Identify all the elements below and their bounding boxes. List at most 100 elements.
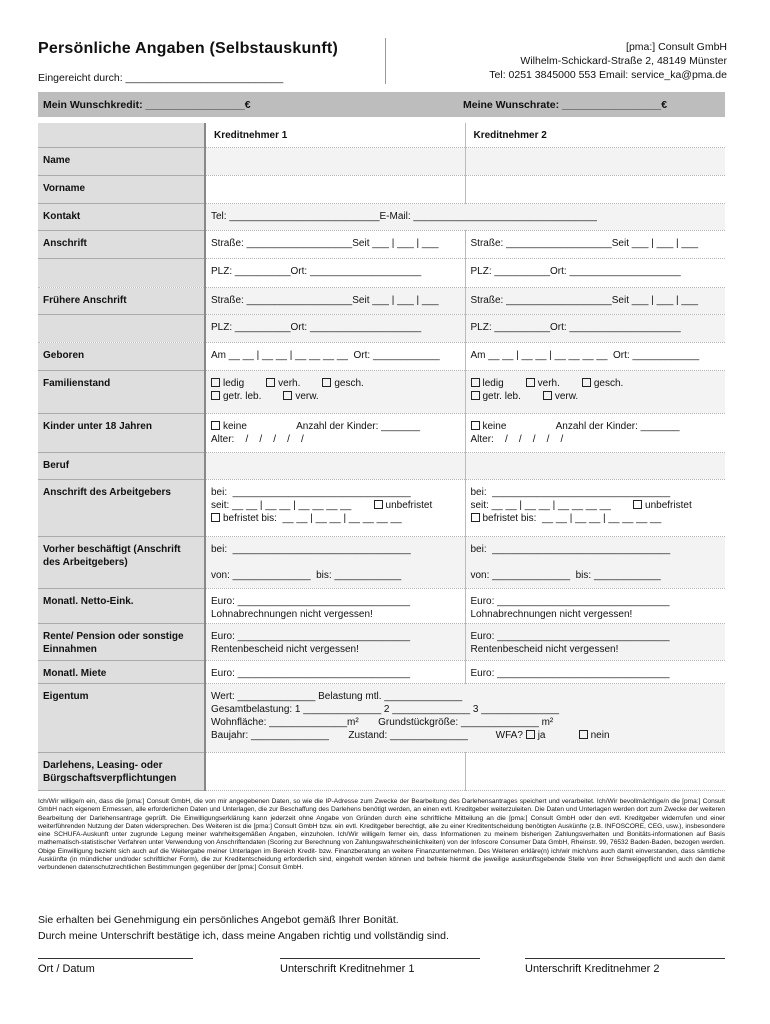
signature-borrower-2[interactable]: Unterschrift Kreditnehmer 2 [525, 958, 725, 975]
field-cell-kreditnehmer-2[interactable]: Straße: ___________________Seit ___ | __… [465, 287, 725, 315]
checkbox-ja[interactable]: ja [525, 729, 545, 742]
field-line[interactable]: bei: ________________________________ [211, 486, 460, 499]
checkbox-icon[interactable] [266, 377, 276, 387]
field-cell-kreditnehmer-2[interactable]: Am __ __ | __ __ | __ __ __ __ Ort: ____… [465, 342, 725, 371]
field-cell-kreditnehmer-1[interactable] [205, 752, 466, 791]
field-line[interactable]: Wohnfläche: ______________m² Grundstückg… [211, 716, 720, 729]
checkbox-nein[interactable]: nein [578, 729, 610, 742]
field-cell-kreditnehmer-2[interactable] [465, 452, 725, 480]
checkbox-keine[interactable]: keine [211, 420, 247, 433]
checkbox-icon[interactable] [470, 420, 480, 430]
checkbox-verw[interactable]: verw. [283, 390, 319, 403]
checkbox-icon[interactable] [633, 499, 643, 509]
field-line[interactable]: Rentenbescheid nicht vergessen! [471, 643, 721, 656]
field-cell-kreditnehmer-1[interactable]: Straße: ___________________Seit ___ | __… [205, 230, 466, 259]
checkbox-icon[interactable] [322, 377, 332, 387]
field-line[interactable]: Euro: _______________________________ [211, 630, 460, 643]
field-line[interactable]: Am __ __ | __ __ | __ __ __ __ Ort: ____… [211, 349, 460, 362]
field-cell-kreditnehmer-1[interactable]: ledig verh. gesch. getr. leb. verw. [205, 370, 466, 414]
checkbox-icon[interactable] [373, 499, 383, 509]
field-cell-kreditnehmer-1[interactable]: Euro: _______________________________ [205, 660, 466, 684]
field-line[interactable]: Wert: ______________ Belastung mtl. ____… [211, 690, 720, 703]
field-line[interactable]: Euro: _______________________________ [471, 595, 721, 608]
field-cell-kreditnehmer-1[interactable]: PLZ: __________Ort: ____________________ [205, 314, 466, 343]
field-line[interactable]: Lohnabrechnungen nicht vergessen! [471, 608, 721, 621]
checkbox-keine[interactable]: keine [470, 420, 506, 433]
checkbox-getr-leb[interactable]: getr. leb. [211, 390, 261, 403]
checkbox-icon[interactable] [211, 377, 220, 387]
field-cell-kreditnehmer-1[interactable]: Straße: ___________________Seit ___ | __… [205, 287, 466, 315]
checkbox-verw[interactable]: verw. [542, 390, 578, 403]
field-line[interactable]: getr. leb. verw. [211, 390, 460, 403]
field-line[interactable]: bei: ________________________________ [471, 543, 721, 556]
checkbox-icon[interactable] [578, 729, 588, 739]
field-line[interactable]: Euro: _______________________________ [211, 595, 460, 608]
field-cell-kreditnehmer-2[interactable]: PLZ: __________Ort: ____________________ [465, 258, 725, 288]
field-cell-kreditnehmer-2[interactable] [465, 147, 725, 176]
field-line[interactable]: seit: __ __ | __ __ | __ __ __ __ unbefr… [211, 499, 460, 512]
field-cell-kreditnehmer-2[interactable]: PLZ: __________Ort: ____________________ [465, 314, 725, 343]
field-cell-kreditnehmer-2[interactable]: bei: ________________________________ sei… [465, 479, 725, 537]
field-cell-kreditnehmer-1[interactable] [205, 175, 466, 204]
field-line[interactable]: Rentenbescheid nicht vergessen! [211, 643, 460, 656]
field-cell-kreditnehmer-1[interactable]: Euro: _______________________________ Loh… [205, 588, 466, 624]
field-cell-kreditnehmer-2[interactable]: keine Anzahl der Kinder: _______ Alter: /… [465, 413, 725, 453]
field-cell-kreditnehmer-1[interactable]: Am __ __ | __ __ | __ __ __ __ Ort: ____… [205, 342, 466, 371]
field-line[interactable]: Tel: ___________________________E-Mail: … [211, 210, 720, 223]
field-line[interactable]: Lohnabrechnungen nicht vergessen! [211, 608, 460, 621]
field-line[interactable]: Am __ __ | __ __ | __ __ __ __ Ort: ____… [471, 349, 721, 362]
field-cell-kreditnehmer-1[interactable] [205, 452, 466, 480]
wish-rate-field[interactable]: Meine Wunschrate: _________________€ [463, 99, 668, 111]
checkbox-befristet-bis[interactable]: befristet bis: __ __ | __ __ | __ __ __ … [211, 512, 402, 525]
field-cell-kreditnehmer-2[interactable]: Euro: _______________________________ [465, 660, 725, 684]
field-line[interactable]: getr. leb. verw. [470, 390, 721, 403]
field-line[interactable]: Euro: _______________________________ [471, 667, 721, 680]
field-line[interactable]: bei: ________________________________ [471, 486, 721, 499]
checkbox-icon[interactable] [211, 390, 220, 400]
field-cell-kreditnehmer-2[interactable]: Straße: ___________________Seit ___ | __… [465, 230, 725, 259]
field-line[interactable]: PLZ: __________Ort: ____________________ [471, 321, 721, 334]
field-line[interactable]: Baujahr: ______________ Zustand: _______… [211, 729, 720, 742]
field-line[interactable]: PLZ: __________Ort: ____________________ [471, 265, 721, 278]
field-line[interactable]: PLZ: __________Ort: ____________________ [211, 321, 460, 334]
field-line[interactable] [471, 556, 721, 569]
field-cell-kreditnehmer-2[interactable] [465, 752, 725, 791]
field-cell[interactable]: Tel: ___________________________E-Mail: … [205, 203, 725, 231]
checkbox-icon[interactable] [211, 512, 220, 522]
field-line[interactable]: Straße: ___________________Seit ___ | __… [471, 237, 721, 250]
checkbox-getr-leb[interactable]: getr. leb. [470, 390, 521, 403]
field-line[interactable] [211, 556, 460, 569]
checkbox-verh[interactable]: verh. [266, 377, 300, 390]
field-line[interactable]: Gesamtbelastung: 1 ______________ 2 ____… [211, 703, 720, 716]
field-line[interactable]: ledig verh. gesch. [211, 377, 460, 390]
field-line[interactable]: von: ______________ bis: ____________ [471, 569, 721, 582]
field-cell-kreditnehmer-1[interactable] [205, 147, 466, 176]
field-cell-kreditnehmer-2[interactable]: Euro: _______________________________ Loh… [465, 588, 725, 624]
field-cell-kreditnehmer-1[interactable]: PLZ: __________Ort: ____________________ [205, 258, 466, 288]
field-line[interactable]: Straße: ___________________Seit ___ | __… [471, 294, 721, 307]
field-cell-kreditnehmer-2[interactable]: bei: ________________________________ vo… [465, 536, 725, 589]
field-cell-kreditnehmer-1[interactable]: Euro: _______________________________ Ren… [205, 623, 466, 661]
field-cell-kreditnehmer-2[interactable]: ledig verh. gesch. getr. leb. verw. [465, 370, 725, 414]
checkbox-icon[interactable] [581, 377, 591, 387]
field-line[interactable]: Alter: / / / / / [211, 433, 460, 446]
checkbox-icon[interactable] [470, 390, 480, 400]
checkbox-icon[interactable] [542, 390, 552, 400]
field-line[interactable]: von: ______________ bis: ____________ [211, 569, 460, 582]
checkbox-befristet-bis[interactable]: befristet bis: __ __ | __ __ | __ __ __ … [470, 512, 661, 525]
checkbox-icon[interactable] [525, 377, 535, 387]
submitted-by-field[interactable]: Eingereicht durch: _____________________… [38, 72, 284, 84]
checkbox-icon[interactable] [470, 512, 480, 522]
field-cell[interactable]: Wert: ______________ Belastung mtl. ____… [205, 683, 725, 753]
signature-borrower-1[interactable]: Unterschrift Kreditnehmer 1 [280, 958, 480, 975]
checkbox-icon[interactable] [211, 420, 220, 430]
field-line[interactable]: seit: __ __ | __ __ | __ __ __ __ unbefr… [471, 499, 721, 512]
field-cell-kreditnehmer-1[interactable]: bei: ________________________________ vo… [205, 536, 466, 589]
field-cell-kreditnehmer-2[interactable]: Euro: _______________________________ Ren… [465, 623, 725, 661]
field-cell-kreditnehmer-1[interactable]: bei: ________________________________ sei… [205, 479, 466, 537]
checkbox-icon[interactable] [525, 729, 535, 739]
field-line[interactable]: PLZ: __________Ort: ____________________ [211, 265, 460, 278]
field-line[interactable]: Alter: / / / / / [471, 433, 721, 446]
field-line[interactable]: befristet bis: __ __ | __ __ | __ __ __ … [470, 512, 721, 525]
checkbox-unbefristet[interactable]: unbefristet [373, 499, 432, 512]
